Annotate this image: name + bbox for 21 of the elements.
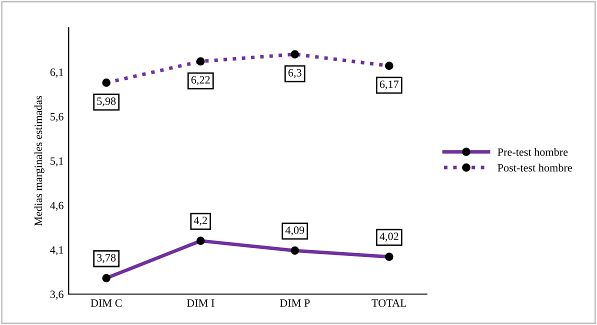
x-tick-label: TOTAL <box>372 299 406 307</box>
data-label: 6,3 <box>288 69 302 78</box>
data-label: 6,17 <box>380 80 399 90</box>
data-label: 5,98 <box>97 97 116 107</box>
y-tick-label: 3,6 <box>50 290 64 300</box>
y-axis-title: Medias marginales estimadas <box>34 96 44 226</box>
data-label: 3,78 <box>97 254 116 264</box>
data-label: 6,22 <box>191 76 210 86</box>
data-label: 4,2 <box>194 216 207 226</box>
y-tick-label: 6,1 <box>50 68 64 78</box>
legend-label: Pre-test hombre <box>498 148 568 156</box>
data-label: 4,09 <box>285 226 304 236</box>
x-tick-label: DIM I <box>186 299 214 307</box>
x-tick-label: DIM P <box>280 299 310 307</box>
y-tick-label: 4,6 <box>50 202 64 211</box>
y-tick-label: 5,1 <box>50 157 64 166</box>
y-tick-label: 5,6 <box>50 112 64 122</box>
y-tick-label: 4,1 <box>50 246 64 256</box>
data-label: 4,02 <box>380 232 398 242</box>
x-tick-label: DIM C <box>90 299 122 307</box>
legend-label: Post-test hombre <box>498 164 572 172</box>
